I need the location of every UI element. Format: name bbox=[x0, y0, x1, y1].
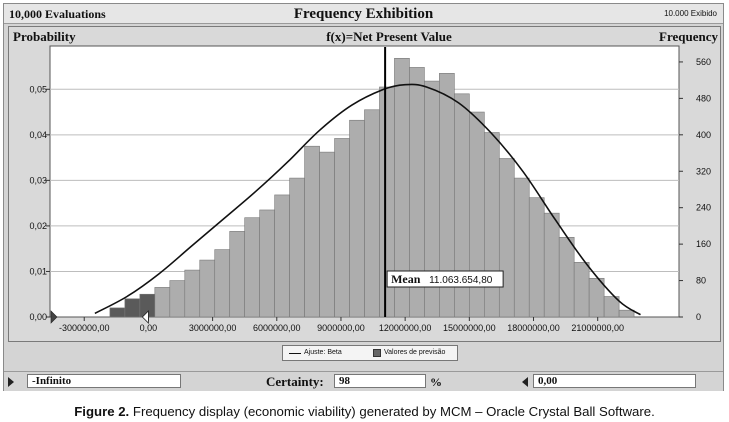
histogram-bar bbox=[528, 197, 545, 318]
certainty-label: Certainty: bbox=[266, 374, 324, 389]
certainty-bar: -Infinito Certainty: 98 % 0,00 bbox=[4, 371, 723, 391]
crystal-ball-window: 10,000 Evaluations Frequency Exhibition … bbox=[3, 3, 724, 391]
y-tick-label-left: 0,01 bbox=[29, 266, 47, 276]
histogram-bar bbox=[603, 296, 620, 318]
mean-label-box bbox=[386, 270, 504, 288]
histogram-bar bbox=[184, 269, 201, 318]
histogram-bar bbox=[109, 307, 126, 318]
histogram-bar bbox=[154, 287, 171, 318]
y-tick-label-right: 480 bbox=[696, 93, 711, 103]
certainty-field[interactable]: 98 bbox=[334, 374, 426, 388]
x-tick-label: 21000000,00 bbox=[571, 323, 624, 333]
mean-value-text: 11.063.654,80 bbox=[429, 275, 493, 286]
histogram-bar bbox=[199, 259, 216, 318]
legend-bars-label: Valores de previsão bbox=[384, 349, 446, 356]
x-tick-label: 9000000,00 bbox=[317, 323, 365, 333]
y-tick-label-left: 0,02 bbox=[29, 221, 47, 231]
figure-label: Figure 2. bbox=[74, 404, 130, 419]
histogram-bar bbox=[364, 109, 380, 318]
x-tick-label: -3000000,00 bbox=[59, 323, 110, 333]
y-tick-label-left: 0,04 bbox=[29, 130, 47, 140]
histogram-bar bbox=[498, 158, 515, 318]
lower-certainty-grabber-icon[interactable] bbox=[50, 310, 58, 324]
y-tick-label-right: 320 bbox=[696, 166, 711, 176]
x-tick-label: 0,00 bbox=[140, 323, 158, 333]
x-tick-label: 6000000,00 bbox=[253, 323, 301, 333]
mean-label-text: Mean bbox=[391, 272, 421, 286]
histogram-bar bbox=[259, 209, 275, 318]
certainty-percent-sign: % bbox=[430, 375, 442, 389]
histogram-bar bbox=[289, 177, 305, 318]
legend-fit-label: Ajuste: Beta bbox=[304, 349, 342, 356]
histogram-bar bbox=[618, 309, 635, 318]
histogram-bar bbox=[319, 151, 335, 318]
x-tick-label: 18000000,00 bbox=[507, 323, 560, 333]
histogram-bar bbox=[543, 212, 560, 318]
figure-caption-text: Frequency display (economic viability) g… bbox=[132, 404, 655, 419]
trials-count-label: 10,000 Evaluations bbox=[9, 7, 106, 21]
y-tick-label-right: 240 bbox=[696, 203, 711, 213]
fit-curve-beta bbox=[94, 83, 641, 316]
histogram-bar bbox=[274, 194, 290, 318]
histogram-bar bbox=[334, 138, 350, 318]
chart-legend: Ajuste: Beta Valores de previsão bbox=[282, 345, 458, 361]
histogram-bar bbox=[124, 298, 141, 318]
histogram-bar bbox=[558, 236, 575, 318]
x-tick-label: 12000000,00 bbox=[379, 323, 432, 333]
shown-count-label: 10.000 Exibido bbox=[664, 9, 717, 18]
lower-bound-arrow-icon[interactable] bbox=[8, 377, 14, 387]
frequency-chart-panel: f(x)=Net Present Value Probability Frequ… bbox=[8, 26, 721, 342]
histogram-bar bbox=[229, 231, 245, 318]
y-tick-label-right: 560 bbox=[696, 57, 711, 67]
legend-fit-swatch bbox=[289, 353, 301, 354]
lower-bound-field[interactable]: -Infinito bbox=[27, 374, 181, 388]
histogram-bar bbox=[573, 262, 590, 318]
window-title-bar: 10,000 Evaluations Frequency Exhibition … bbox=[4, 4, 723, 24]
x-tick-label: 15000000,00 bbox=[443, 323, 496, 333]
y-tick-label-right: 80 bbox=[696, 276, 706, 286]
frequency-chart: f(x)=Net Present Value Probability Frequ… bbox=[13, 29, 718, 333]
chart-title: f(x)=Net Present Value bbox=[326, 29, 452, 44]
legend-bars-swatch bbox=[373, 349, 381, 357]
upper-bound-arrow-icon[interactable] bbox=[522, 377, 528, 387]
upper-bound-field[interactable]: 0,00 bbox=[533, 374, 696, 388]
histogram-bar bbox=[513, 177, 530, 318]
histogram-bar bbox=[588, 277, 605, 318]
upper-certainty-grabber-icon[interactable] bbox=[141, 310, 149, 324]
y-tick-label-right: 0 bbox=[696, 312, 701, 322]
histogram-bar bbox=[304, 145, 320, 318]
histogram-bar bbox=[244, 217, 260, 318]
y-axis-label-left: Probability bbox=[13, 29, 76, 44]
histogram-bar bbox=[214, 249, 231, 318]
y-tick-label-right: 160 bbox=[696, 239, 711, 249]
histogram-bar bbox=[169, 280, 186, 318]
figure-caption: Figure 2. Frequency display (economic vi… bbox=[0, 404, 729, 419]
y-axis-label-right: Frequency bbox=[659, 29, 718, 44]
y-tick-label-left: 0,03 bbox=[29, 175, 47, 185]
y-tick-label-right: 400 bbox=[696, 130, 711, 140]
histogram-bar bbox=[349, 119, 365, 318]
histogram-bar bbox=[484, 132, 500, 318]
y-tick-label-left: 0,05 bbox=[29, 84, 47, 94]
window-title: Frequency Exhibition bbox=[293, 6, 434, 22]
y-tick-label-left: 0,00 bbox=[29, 312, 47, 322]
x-tick-label: 3000000,00 bbox=[189, 323, 237, 333]
